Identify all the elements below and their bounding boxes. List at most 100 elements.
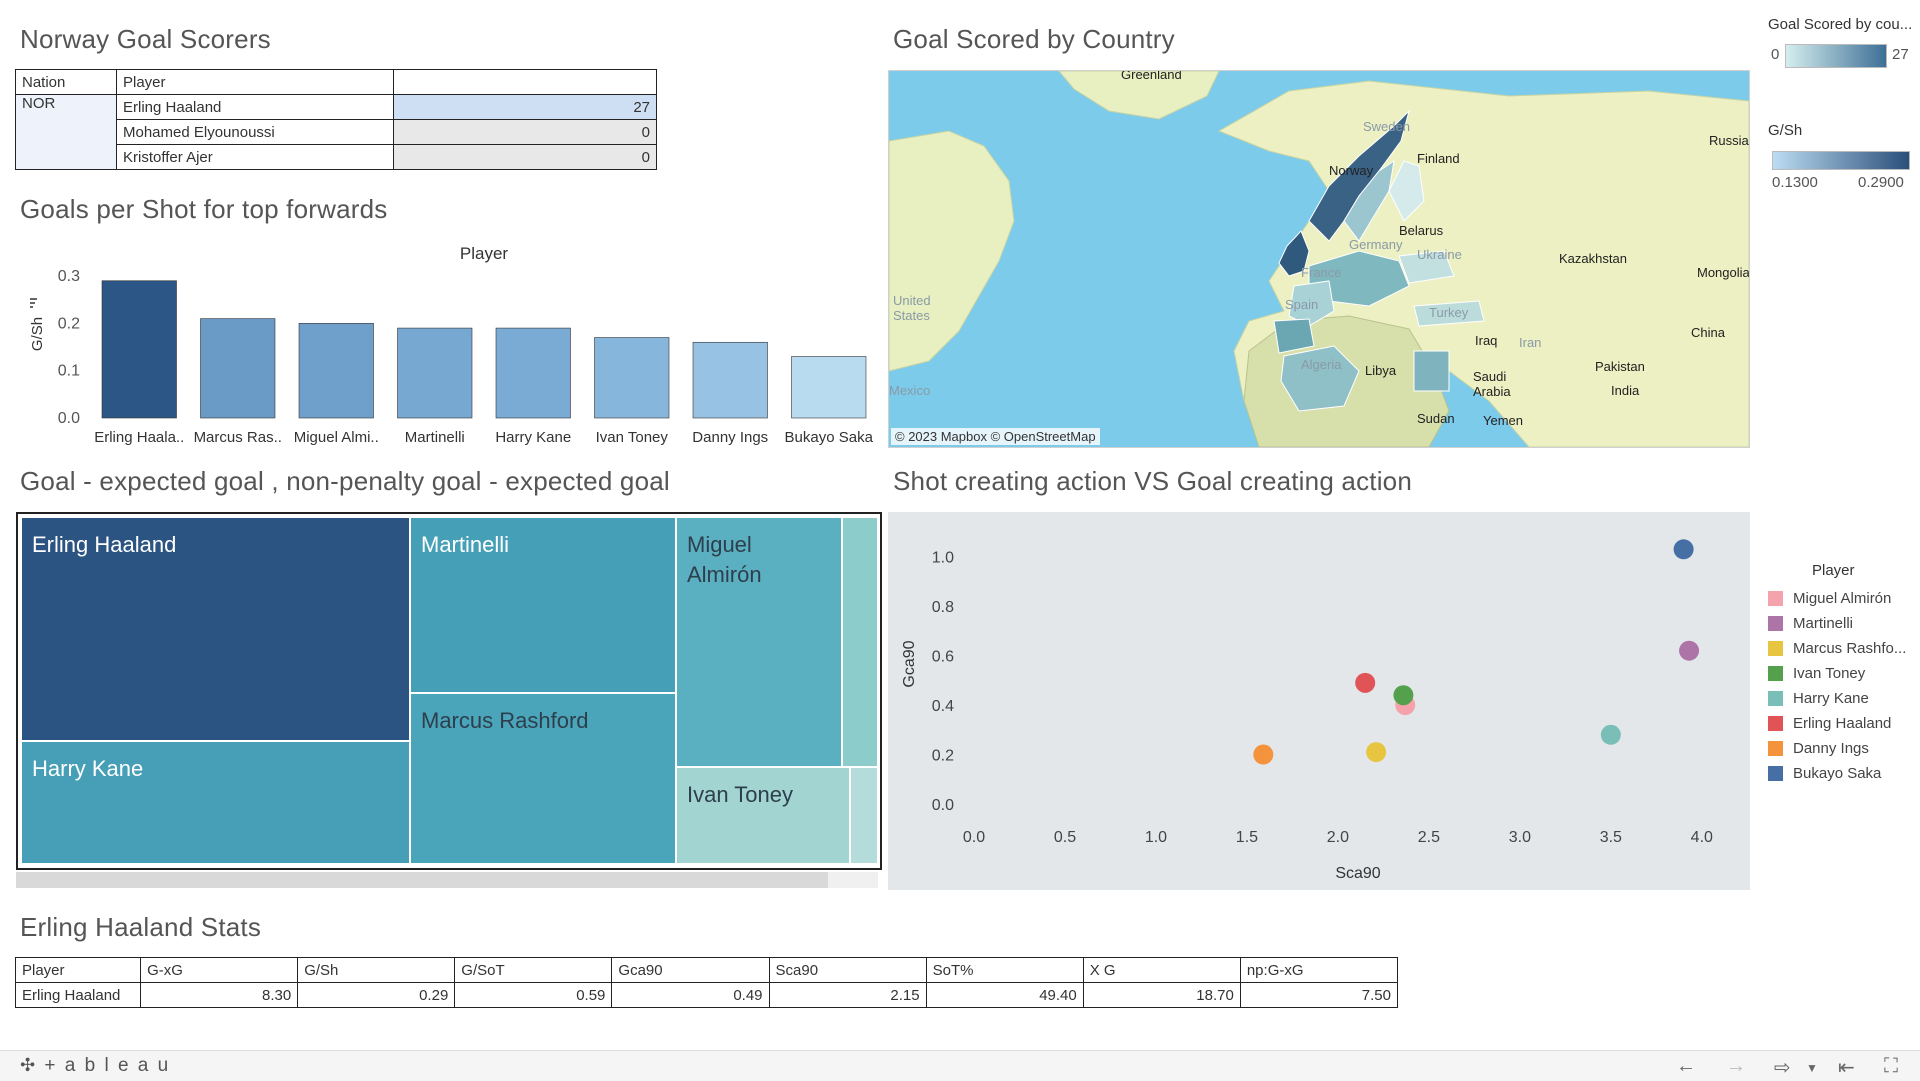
finland-shape[interactable] — [1388, 160, 1425, 222]
sort-icon[interactable] — [30, 298, 37, 308]
legend-swatch — [1768, 591, 1783, 606]
treemap-scrollbar[interactable] — [16, 872, 878, 888]
treemap-tile-kane[interactable]: Harry Kane — [21, 741, 410, 864]
revert-icon[interactable]: ⇨ — [1774, 1057, 1791, 1079]
map-label-finland: Finland — [1417, 151, 1460, 166]
map-title: Goal Scored by Country — [893, 24, 1175, 54]
france-shape[interactable] — [1288, 280, 1335, 327]
legend-item[interactable]: Marcus Rashfo... — [1768, 640, 1906, 657]
norway-shape[interactable] — [1308, 109, 1410, 242]
x-tick-label: 0.5 — [1054, 829, 1076, 846]
map-label-kazakhstan: Kazakhstan — [1559, 251, 1627, 266]
legend-item[interactable]: Martinelli — [1768, 615, 1853, 632]
sweden-shape[interactable] — [1343, 159, 1395, 242]
map-label-mongolia: Mongolia — [1697, 265, 1750, 280]
fullscreen-icon[interactable]: ⛶ — [1884, 1055, 1898, 1077]
stats-header: G/SoT — [454, 957, 613, 983]
map-label-france: France — [1301, 265, 1342, 280]
legend-swatch — [1768, 741, 1783, 756]
map-label-germany: Germany — [1349, 237, 1403, 252]
scatter-point[interactable] — [1355, 672, 1376, 693]
scatter-point[interactable] — [1253, 744, 1274, 765]
map-label-norway: Norway — [1329, 163, 1374, 178]
tableau-logo[interactable]: ✣ + a b l e a u — [20, 1055, 170, 1077]
bar[interactable] — [791, 356, 867, 419]
stats-cell: Erling Haaland — [14, 982, 142, 1008]
bar[interactable] — [200, 318, 276, 419]
dropdown-chevron-icon[interactable]: ▼ — [1806, 1061, 1818, 1075]
ukraine-shape[interactable] — [1398, 250, 1455, 284]
map-label-iraq: Iraq — [1475, 333, 1498, 348]
turkey-shape[interactable] — [1413, 300, 1485, 327]
map-label-ukraine: Ukraine — [1417, 247, 1462, 262]
legend-item[interactable]: Erling Haaland — [1768, 715, 1891, 732]
map-label-belarus: Belarus — [1399, 223, 1444, 238]
treemap-tile-small-1[interactable] — [842, 517, 878, 767]
map-label-spain: Spain — [1285, 297, 1319, 312]
table-row[interactable]: NOR Erling Haaland 27 — [15, 94, 657, 170]
stats-title: Erling Haaland Stats — [20, 912, 262, 942]
world-map[interactable]: Greenland Sweden Finland Norway Russia B… — [888, 70, 1750, 448]
x-tick-label: 1.5 — [1236, 829, 1258, 846]
legend-swatch — [1768, 616, 1783, 631]
reset-icon[interactable]: ⇤ — [1838, 1057, 1855, 1079]
treemap-tile-toney[interactable]: Ivan Toney — [676, 767, 850, 864]
legend-item[interactable]: Miguel Almirón — [1768, 590, 1891, 607]
legend-swatch — [1768, 691, 1783, 706]
legend-label: Marcus Rashfo... — [1793, 640, 1907, 657]
stats-table: Player G-xG G/Sh G/SoT Gca90 Sca90 SoT% … — [14, 957, 1399, 1008]
redo-icon[interactable]: → — [1726, 1055, 1746, 1077]
treemap-tile-rashford[interactable]: Marcus Rashford — [410, 693, 676, 864]
algeria-shape[interactable] — [1280, 345, 1360, 412]
bar[interactable] — [298, 323, 374, 419]
map-attribution[interactable]: © 2023 Mapbox © OpenStreetMap — [891, 428, 1100, 445]
egypt-shape[interactable] — [1413, 350, 1450, 392]
scatter-point[interactable] — [1366, 742, 1387, 763]
scatter-x-label: Sca90 — [1335, 865, 1380, 882]
x-tick-label: 1.0 — [1145, 829, 1167, 846]
bar[interactable] — [397, 327, 473, 419]
y-axis-label: G/Sh — [29, 317, 46, 351]
stats-cell: 2.15 — [768, 982, 927, 1008]
table-row[interactable]: Erling Haaland 8.30 0.29 0.59 0.49 2.15 … — [14, 982, 1399, 1008]
table-row[interactable]: Kristoffer Ajer 0 — [16, 144, 657, 170]
tableau-logo-icon: ✣ — [20, 1055, 38, 1075]
treemap-tile-almiron[interactable]: Miguel Almirón — [676, 517, 842, 767]
stats-header: Gca90 — [611, 957, 770, 983]
bar[interactable] — [495, 327, 571, 419]
treemap-tile-haaland[interactable]: Erling Haaland — [21, 517, 410, 741]
x-tick-label: 2.0 — [1327, 829, 1349, 846]
legend-item[interactable]: Bukayo Saka — [1768, 765, 1881, 782]
nation-cell: NOR — [15, 94, 117, 170]
y-tick-label: 0.4 — [932, 698, 954, 715]
uk-shape[interactable] — [1278, 230, 1310, 277]
legend-label: Erling Haaland — [1793, 715, 1892, 732]
x-tick-label: 0.0 — [963, 829, 985, 846]
bar[interactable] — [594, 337, 670, 419]
stats-header: G/Sh — [297, 957, 456, 983]
treemap-tile-small-2[interactable] — [850, 767, 878, 864]
spain-shape[interactable] — [1273, 318, 1315, 354]
gsh-legend-max: 0.2900 — [1858, 174, 1904, 191]
scatter-point[interactable] — [1673, 539, 1694, 560]
undo-icon[interactable]: ← — [1676, 1055, 1696, 1077]
scatter-point[interactable] — [1393, 685, 1414, 706]
stats-header: np:G-xG — [1239, 957, 1399, 983]
goals-cell: 0 — [393, 144, 657, 170]
bar[interactable] — [101, 280, 177, 419]
y-tick-label: 1.0 — [932, 550, 954, 567]
player-header: Player — [116, 69, 394, 95]
table-row[interactable]: Mohamed Elyounoussi 0 — [16, 119, 657, 145]
treemap-scroll-thumb[interactable] — [16, 872, 828, 888]
stats-cell: 0.29 — [297, 982, 456, 1008]
legend-item[interactable]: Danny Ings — [1768, 740, 1869, 757]
legend-item[interactable]: Harry Kane — [1768, 690, 1869, 707]
scatter-point[interactable] — [1600, 724, 1621, 745]
player-cell: Mohamed Elyounoussi — [116, 119, 394, 145]
legend-item[interactable]: Ivan Toney — [1768, 665, 1865, 682]
map-label-sweden: Sweden — [1363, 119, 1410, 134]
norway-scorers-title: Norway Goal Scorers — [20, 24, 271, 54]
bar[interactable] — [692, 341, 768, 419]
scatter-point[interactable] — [1679, 640, 1700, 661]
treemap-tile-martinelli[interactable]: Martinelli — [410, 517, 676, 693]
